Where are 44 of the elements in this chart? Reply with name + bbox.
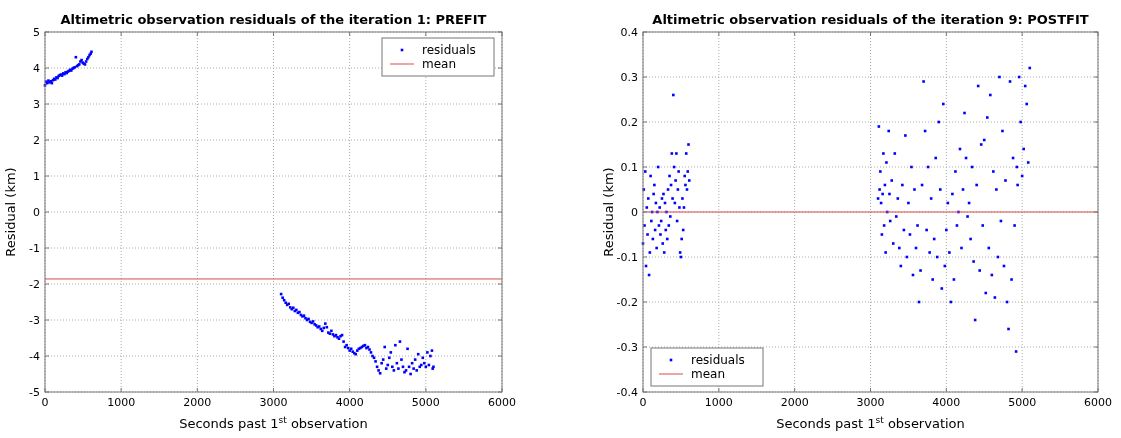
- y-tick-label: -2: [29, 277, 40, 291]
- y-tick-label: 0: [33, 205, 40, 219]
- legend-label: mean: [691, 367, 726, 382]
- x-tick-label: 2000: [183, 396, 212, 409]
- x-tick-label: 4000: [932, 396, 961, 409]
- y-tick-label: 0.4: [620, 25, 638, 39]
- y-tick-label: 0.3: [620, 70, 638, 84]
- y-tick-label: -0.2: [616, 295, 638, 309]
- x-axis-title: Seconds past 1$^{st}$ observation: [776, 415, 965, 431]
- x-tick-label: 1000: [107, 396, 136, 409]
- x-tick-label: 4000: [335, 396, 364, 409]
- y-axis-title: Residual (km): [601, 167, 616, 257]
- x-tick-label: 6000: [488, 396, 516, 409]
- y-tick-label: 3: [33, 97, 40, 111]
- y-tick-label: -1: [29, 241, 40, 255]
- y-tick-label: 0.2: [620, 115, 638, 129]
- x-tick-label: 5000: [411, 396, 440, 409]
- y-tick-label: 4: [33, 61, 40, 75]
- legend-label: mean: [422, 57, 457, 72]
- x-tick-label: 3000: [259, 396, 288, 409]
- x-tick-label: 1000: [704, 396, 733, 409]
- x-tick-label: 5000: [1008, 396, 1037, 409]
- chart-title: Altimetric observation residuals of the iteration 1: PREFIT: [60, 12, 487, 27]
- legend-label: residuals: [691, 353, 745, 368]
- y-tick-label: -5: [29, 385, 40, 399]
- y-axis-title: Residual (km): [3, 167, 18, 257]
- x-tick-label: 0: [41, 396, 49, 409]
- y-tick-label: 2: [33, 133, 40, 147]
- x-tick-label: 6000: [1084, 396, 1112, 409]
- y-tick-label: -3: [29, 313, 40, 327]
- y-tick-label: -4: [29, 349, 40, 363]
- y-tick-label: 1: [33, 169, 40, 183]
- y-tick-label: -0.3: [616, 340, 638, 354]
- y-tick-label: -0.1: [616, 250, 638, 264]
- y-tick-label: 0.1: [620, 160, 638, 174]
- chart-title: Altimetric observation residuals of the iteration 9: POSTFIT: [652, 12, 1089, 27]
- y-tick-label: 0: [631, 205, 638, 219]
- x-axis-title: Seconds past 1$^{st}$ observation: [179, 415, 368, 431]
- legend-label: residuals: [422, 43, 476, 58]
- y-tick-label: 5: [33, 25, 40, 39]
- y-tick-label: -0.4: [616, 385, 638, 399]
- x-tick-label: 0: [639, 396, 647, 409]
- x-tick-label: 3000: [856, 396, 885, 409]
- x-tick-label: 2000: [780, 396, 809, 409]
